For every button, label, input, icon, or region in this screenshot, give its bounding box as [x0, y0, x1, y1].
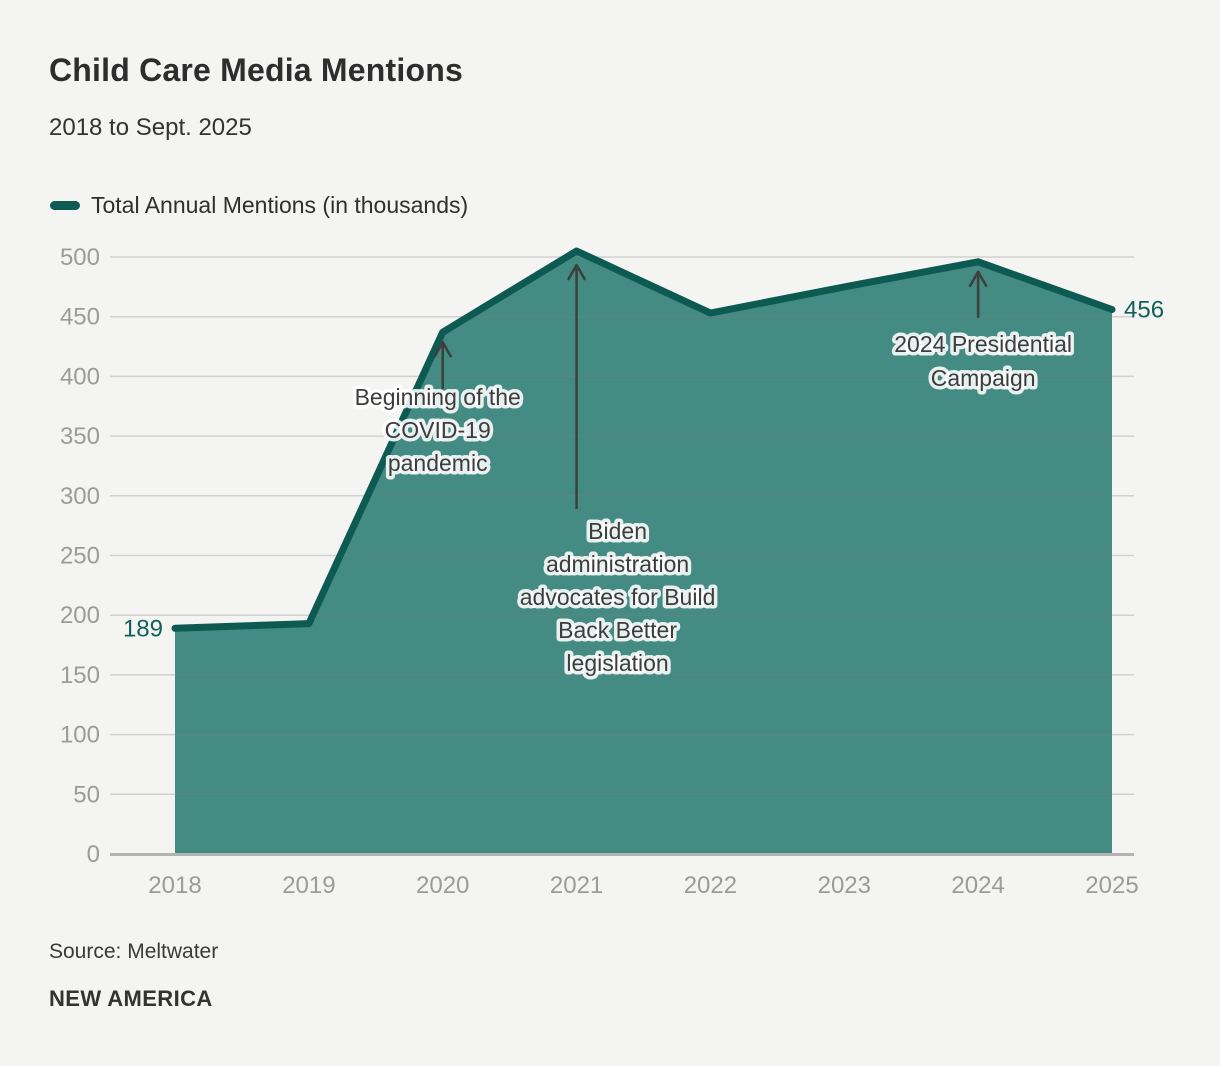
- legend-line-swatch-icon: [50, 201, 80, 210]
- x-axis-tick-label: 2021: [550, 872, 603, 899]
- y-axis-tick-label: 350: [60, 423, 100, 450]
- annotation-text: legislation: [566, 650, 668, 676]
- trend-line: [171, 247, 1116, 632]
- annotation-arrowhead-icon: [968, 270, 988, 288]
- y-axis-tick-label: 450: [60, 304, 100, 331]
- chart-title: Child Care Media Mentions: [49, 52, 463, 88]
- y-axis-tick-label: 50: [73, 781, 100, 808]
- y-axis-tick-label: 150: [60, 662, 100, 689]
- x-axis-tick-label: 2025: [1085, 872, 1138, 899]
- y-axis-tick-label: 400: [60, 363, 100, 390]
- y-axis-tick-label: 300: [60, 483, 100, 510]
- x-axis-tick-label: 2020: [416, 872, 469, 899]
- x-axis-tick-label: 2024: [951, 872, 1004, 899]
- y-axis-tick-label: 100: [60, 722, 100, 749]
- annotation-text: administration: [546, 551, 689, 577]
- y-axis-tick-label: 200: [60, 602, 100, 629]
- value-label: 189: [123, 615, 163, 642]
- source-note: Source: Meltwater: [49, 940, 219, 963]
- area-fill: [175, 251, 1112, 853]
- y-axis-tick-label: 0: [87, 841, 100, 868]
- annotation-text: advocates for Build: [520, 584, 716, 610]
- brand-logo: NEW AMERICA: [49, 986, 213, 1011]
- annotation-arrowhead-icon: [433, 340, 452, 358]
- value-label: 456: [1124, 297, 1164, 324]
- x-axis-tick-label: 2023: [818, 872, 871, 899]
- y-axis-tick-label: 250: [60, 543, 100, 570]
- annotation-text: Back Better: [558, 617, 677, 643]
- annotation-arrowhead-icon: [567, 263, 586, 281]
- annotation-text: 2024 Presidential: [894, 331, 1072, 357]
- x-axis-tick-label: 2022: [684, 872, 737, 899]
- annotation-text: Biden: [588, 518, 647, 544]
- x-axis-tick-label: 2019: [282, 872, 335, 899]
- legend-label: Total Annual Mentions (in thousands): [91, 192, 469, 218]
- x-axis-tick-label: 2018: [148, 872, 201, 899]
- annotation-text: COVID-19: [385, 417, 491, 443]
- annotation-text: Campaign: [931, 365, 1036, 391]
- y-axis-tick-label: 500: [60, 244, 100, 271]
- annotation-text: Beginning of the: [355, 384, 521, 410]
- annotation-text: pandemic: [388, 450, 488, 476]
- chart-subtitle: 2018 to Sept. 2025: [49, 114, 252, 141]
- legend: Total Annual Mentions (in thousands): [50, 192, 468, 219]
